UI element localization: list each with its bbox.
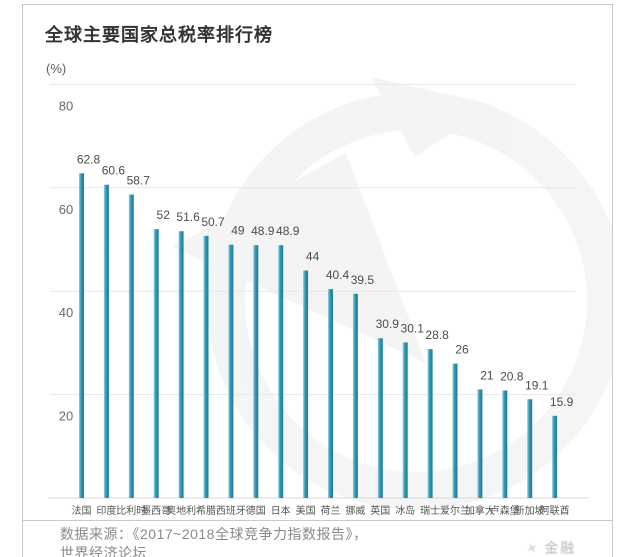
value-label-10: 40.4 [326, 268, 350, 282]
value-label-18: 19.1 [525, 378, 549, 392]
value-label-7: 48.9 [251, 224, 275, 238]
value-label-15: 26 [455, 343, 469, 357]
category-label-1: 印度 [96, 504, 116, 517]
bar-西班牙 [228, 244, 234, 498]
category-label-13: 冰岛 [395, 504, 415, 517]
y-tick-label-20: 20 [59, 409, 73, 424]
value-label-0: 62.8 [77, 152, 101, 166]
category-label-15: 爱尔兰 [440, 504, 470, 517]
bar-印度 [103, 184, 109, 498]
value-label-13: 30.1 [401, 321, 425, 335]
category-label-19: 阿联酋 [540, 504, 570, 517]
bar-法国 [79, 173, 84, 498]
category-label-16: 加拿大 [465, 504, 495, 517]
data-source: 数据来源：《2017~2018全球竞争力指数报告》， 世界经济论坛 [60, 525, 367, 557]
bar-德国 [253, 245, 259, 498]
source-line-2: 世界经济论坛 [60, 545, 147, 557]
value-label-17: 20.8 [500, 369, 524, 383]
category-label-18: 新加坡 [515, 504, 545, 517]
bar-阿联酋 [552, 415, 558, 498]
value-label-14: 28.8 [425, 328, 449, 342]
value-label-8: 48.9 [276, 224, 300, 238]
bar-英国 [377, 338, 383, 498]
watermark-bottom-right: × 金融 [526, 538, 577, 557]
category-label-8: 日本 [271, 504, 291, 517]
bar-挪威 [352, 293, 358, 498]
value-label-4: 51.6 [176, 210, 200, 224]
bar-爱尔兰 [452, 363, 458, 498]
category-label-0: 法国 [72, 504, 92, 517]
value-label-19: 15.9 [550, 395, 574, 409]
value-label-1: 60.6 [102, 164, 126, 178]
value-label-6: 49 [231, 224, 245, 238]
value-label-16: 21 [480, 368, 494, 382]
source-line-1: 数据来源：《2017~2018全球竞争力指数报告》， [60, 526, 368, 542]
watermark-text: 金融 [544, 540, 577, 556]
y-tick-label-80: 80 [59, 98, 73, 113]
y-tick-label-40: 40 [59, 305, 73, 320]
bar-荷兰 [328, 289, 333, 498]
category-label-11: 挪威 [345, 504, 365, 517]
category-label-14: 瑞士 [420, 504, 440, 517]
value-label-12: 30.9 [376, 317, 400, 331]
chart-card: 全球主要国家总税率排行榜 (%) 80 60 40 20 62.8 法国 60.6 印度 58.… [22, 4, 613, 557]
bar-日本 [278, 245, 284, 498]
bar-比利时 [128, 194, 134, 498]
bar-加拿大 [477, 389, 483, 498]
category-label-3: 墨西哥 [141, 505, 171, 517]
bar-瑞士 [427, 349, 433, 498]
bar-冰岛 [402, 342, 408, 498]
category-label-7: 德国 [246, 504, 266, 517]
bar-墨西哥 [153, 229, 159, 498]
value-label-11: 39.5 [351, 273, 375, 287]
category-label-9: 美国 [296, 504, 316, 517]
bar-卢森堡 [502, 390, 508, 498]
bar-希腊 [203, 235, 209, 499]
bar-美国 [303, 270, 309, 498]
bar-新加坡 [527, 399, 533, 498]
bar-chart: 80 60 40 20 62.8 法国 60.6 印度 58.7 比利时 52 墨西哥 51.6 奥地利 5… [48, 77, 612, 517]
category-label-10: 荷兰 [321, 504, 341, 517]
value-label-3: 52 [157, 208, 171, 222]
card-divider [23, 520, 612, 521]
bar-奥地利 [178, 231, 184, 498]
y-tick-label-60: 60 [59, 202, 73, 217]
value-label-5: 50.7 [201, 215, 225, 229]
category-label-12: 英国 [370, 504, 390, 517]
background-watermark-logo [173, 77, 612, 510]
value-label-9: 44 [306, 250, 320, 264]
category-label-5: 希腊 [196, 504, 216, 517]
y-axis-unit-label: (%) [46, 61, 67, 76]
category-label-2: 比利时 [116, 505, 146, 517]
category-label-17: 卢森堡 [490, 504, 520, 517]
watermark-logo-icon: × [526, 539, 540, 557]
category-label-6: 西班牙 [216, 505, 246, 517]
chart-title: 全球主要国家总税率排行榜 [45, 25, 273, 45]
category-label-4: 奥地利 [166, 504, 196, 517]
value-label-2: 58.7 [127, 174, 151, 188]
